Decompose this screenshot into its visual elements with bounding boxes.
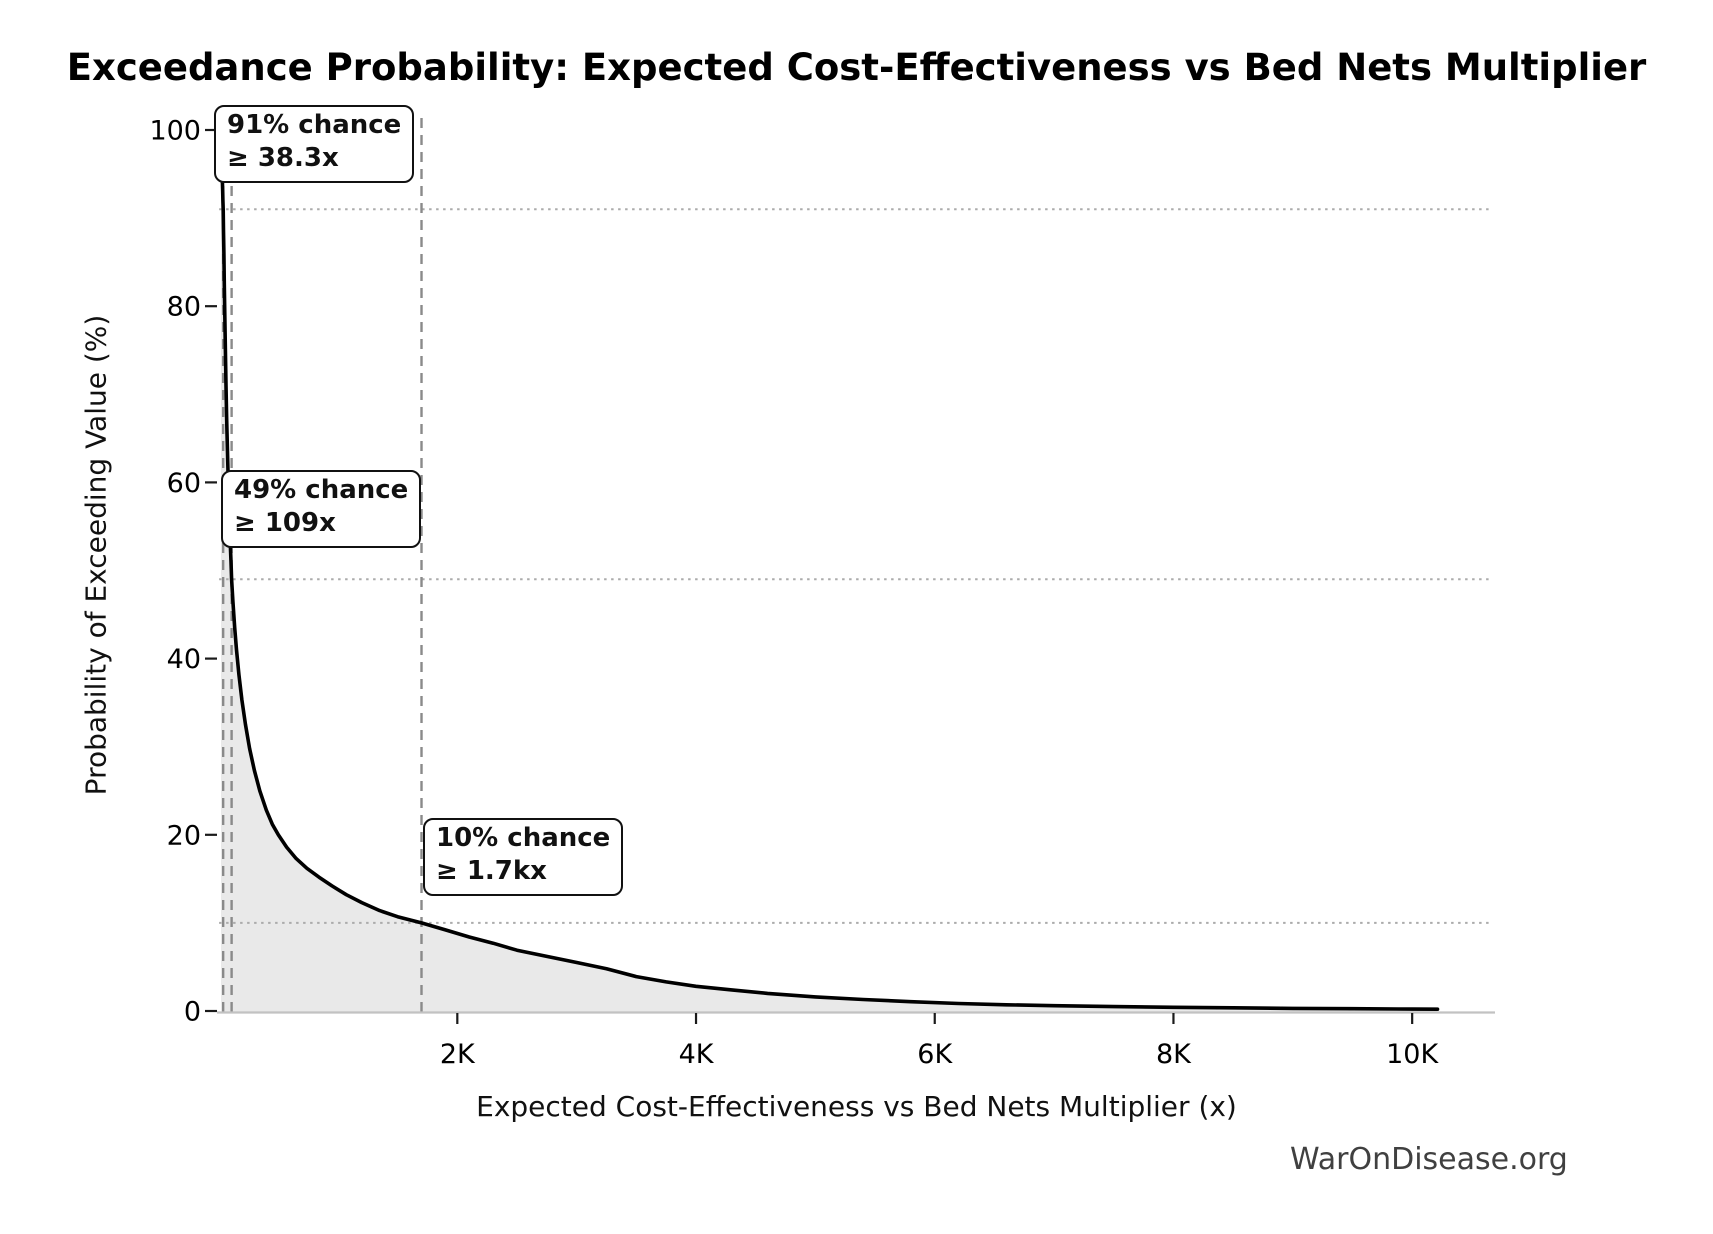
annotation-10pct-line2: ≥ 1.7kx — [436, 856, 547, 887]
x-tick-label-8K: 8K — [1156, 1039, 1192, 1070]
x-axis-title: Expected Cost-Effectiveness vs Bed Nets … — [476, 1090, 1237, 1123]
x-tick-label-6K: 6K — [917, 1039, 953, 1070]
y-tick-label-0: 0 — [184, 997, 201, 1028]
annotation-49pct-box: 49% chance ≥ 109x — [221, 470, 422, 549]
y-tick-label-60: 60 — [167, 468, 201, 499]
annotation-91pct-box: 91% chance ≥ 38.3x — [214, 105, 415, 184]
y-tick-label-100: 100 — [149, 116, 201, 147]
exceedance-curve — [219, 128, 1440, 1011]
x-tick-label-2K: 2K — [440, 1039, 476, 1070]
chart-title: Exceedance Probability: Expected Cost-Ef… — [66, 46, 1647, 89]
annotation-91pct-line1: 91% chance — [227, 110, 402, 140]
fill-area — [221, 130, 1438, 1012]
annotation-49pct-line2: ≥ 109x — [234, 508, 336, 539]
y-tick-label-40: 40 — [167, 644, 201, 675]
y-axis-title: Probability of Exceeding Value (%) — [79, 314, 113, 796]
x-tick-label-4K: 4K — [679, 1039, 715, 1070]
annotation-10pct-line1: 10% chance — [436, 823, 611, 853]
x-tick-label-10K: 10K — [1386, 1039, 1439, 1070]
annotation-10pct-box: 10% chance ≥ 1.7kx — [423, 818, 624, 897]
annotation-91pct-line2: ≥ 38.3x — [227, 143, 339, 174]
y-tick-label-20: 20 — [167, 820, 201, 851]
y-tick-label-80: 80 — [167, 292, 201, 323]
watermark-text: WarOnDisease.org — [1290, 1142, 1568, 1177]
annotation-49pct-line1: 49% chance — [234, 475, 409, 505]
